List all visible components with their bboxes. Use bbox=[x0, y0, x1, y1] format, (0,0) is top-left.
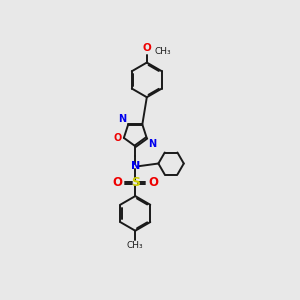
Text: N: N bbox=[148, 139, 156, 148]
Text: CH₃: CH₃ bbox=[155, 46, 172, 56]
Text: N: N bbox=[130, 161, 140, 171]
Text: N: N bbox=[118, 114, 127, 124]
Text: O: O bbox=[114, 133, 122, 143]
Text: O: O bbox=[142, 43, 151, 53]
Text: S: S bbox=[131, 176, 140, 189]
Text: O: O bbox=[112, 176, 122, 189]
Text: CH₃: CH₃ bbox=[127, 241, 144, 250]
Text: O: O bbox=[148, 176, 158, 189]
